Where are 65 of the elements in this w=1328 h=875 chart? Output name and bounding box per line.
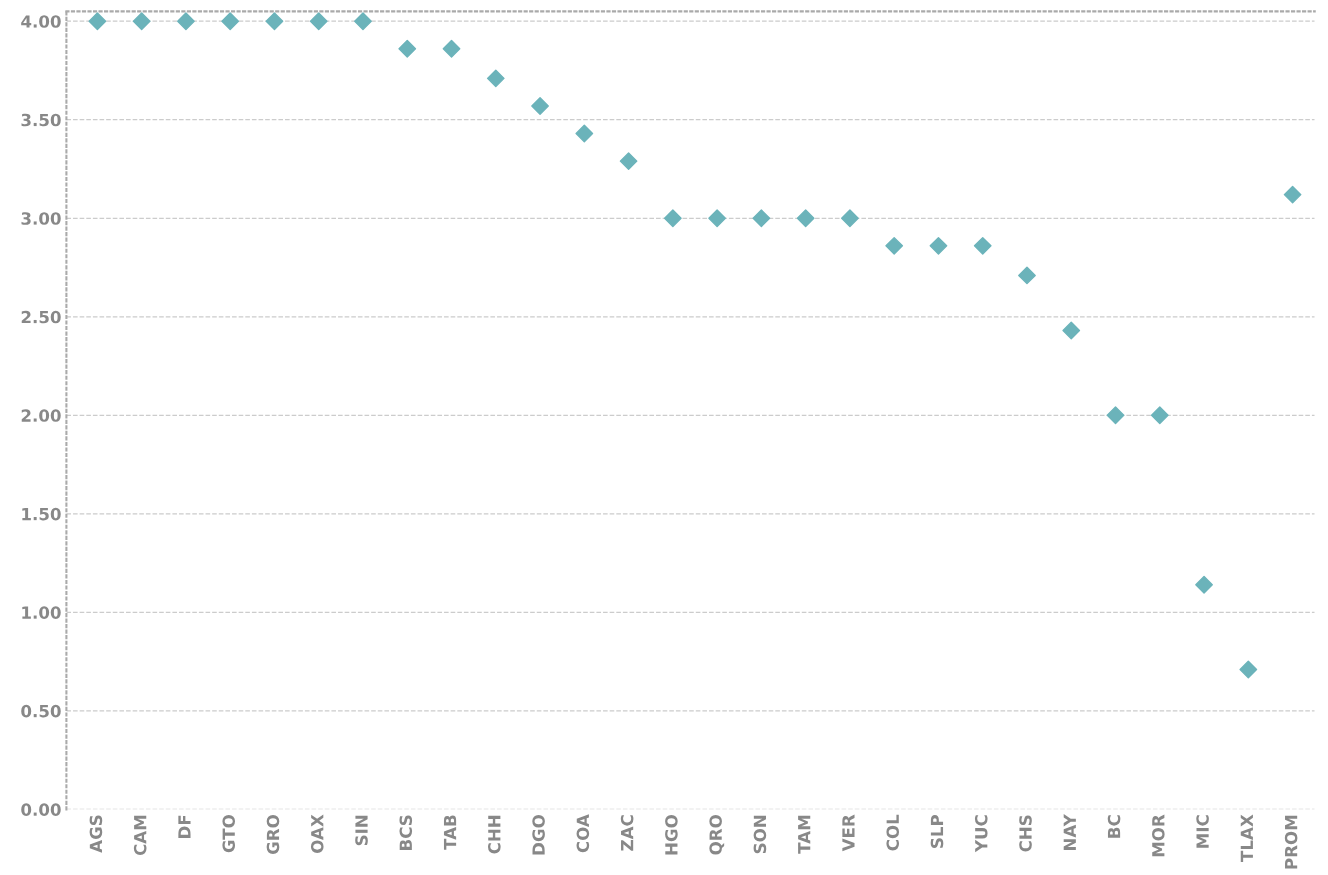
point: [619, 152, 638, 171]
x-tick-label: QRO: [709, 815, 725, 855]
point: [221, 12, 240, 31]
point: [486, 69, 505, 88]
x-tick-label: COL: [886, 814, 900, 851]
x-tick-label: VER: [842, 814, 855, 852]
point: [398, 39, 417, 58]
point: [354, 12, 372, 31]
point: [663, 209, 682, 228]
y-tick-label: 3.00: [21, 212, 61, 225]
x-tick-label: BC: [1107, 815, 1121, 838]
point: [132, 12, 151, 31]
x-tick-label: SON: [753, 815, 767, 854]
x-tick-label: AGS: [89, 815, 103, 853]
point: [1062, 321, 1081, 340]
x-tick-label: HGO: [665, 815, 678, 855]
x-tick-label: BCS: [399, 815, 413, 850]
x-tick-label: CHH: [488, 815, 501, 854]
y-tick-label: 1.00: [22, 606, 61, 619]
y-tick-label: 0.50: [21, 704, 61, 718]
x-tick-label: GTO: [222, 815, 236, 853]
x-tick-label: OAX: [310, 814, 324, 853]
x-tick-label: SLP: [930, 814, 944, 848]
point: [708, 209, 727, 228]
point: [575, 124, 594, 143]
y-tick-label: 0.00: [21, 803, 61, 816]
x-tick-label: TLAX: [1240, 814, 1253, 862]
x-tick-label: YUC: [974, 815, 988, 853]
point: [752, 209, 771, 228]
point: [796, 209, 815, 228]
point: [1106, 406, 1125, 425]
point: [973, 236, 992, 255]
x-tick-label: COA: [576, 814, 590, 853]
x-tick-label: GRO: [266, 815, 280, 855]
y-tick-label: 4.00: [21, 15, 61, 28]
x-tick-label: MIC: [1196, 815, 1209, 848]
point: [442, 39, 461, 58]
point: [531, 97, 549, 115]
x-tick-label: ZAC: [620, 815, 634, 851]
x-tick-label: NAY: [1063, 814, 1076, 851]
point: [841, 209, 859, 228]
point: [177, 12, 195, 31]
point: [1239, 660, 1258, 679]
x-tick-label: CAM: [133, 815, 147, 856]
x-tick-label: MOR: [1152, 814, 1165, 857]
point: [88, 12, 107, 31]
y-tick-label: 1.50: [22, 507, 61, 521]
x-tick-label: PROM: [1284, 815, 1298, 869]
point: [265, 12, 284, 31]
point: [929, 236, 948, 255]
x-tick-label: SIN: [355, 815, 368, 846]
point: [1150, 406, 1169, 425]
point: [1018, 266, 1036, 285]
y-tick-label: 3.50: [21, 113, 61, 127]
x-tick-label: DGO: [532, 815, 545, 855]
y-tick-label: 2.00: [21, 409, 61, 422]
point: [1195, 575, 1213, 594]
point: [885, 236, 904, 255]
x-tick-label: TAB: [443, 815, 457, 850]
point: [309, 12, 328, 31]
x-tick-label: TAM: [798, 815, 811, 854]
point: [1283, 185, 1302, 204]
x-tick-label: CHS: [1019, 815, 1032, 852]
y-tick-label: 2.50: [21, 310, 61, 324]
x-tick-label: DF: [178, 815, 191, 838]
